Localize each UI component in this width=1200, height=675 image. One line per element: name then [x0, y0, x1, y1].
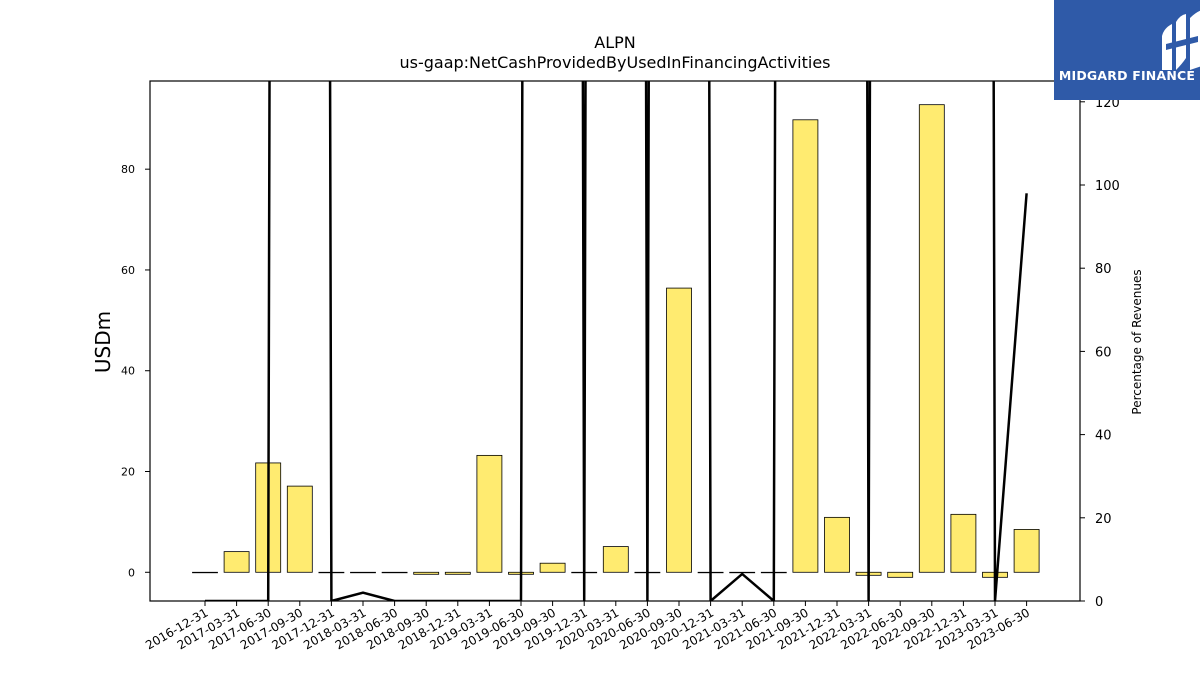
y2-tick-label: 20 — [1095, 512, 1112, 527]
bar-2016-12-31 — [192, 571, 218, 574]
y-axis-label: USDm — [91, 311, 115, 373]
bar-2017-03-31 — [223, 551, 250, 573]
y2-tick-label: 40 — [1095, 429, 1112, 444]
pct-revenues-series — [205, 81, 1028, 601]
chart-subtitle: us-gaap:NetCashProvidedByUsedInFinancing… — [399, 53, 830, 72]
bar-2022-12-31 — [950, 513, 977, 573]
logo-mark-icon — [1162, 10, 1200, 70]
y-tick-label: 60 — [121, 264, 135, 277]
y-tick-label: 0 — [128, 566, 135, 579]
bar-2018-06-30 — [381, 571, 408, 574]
bar-2020-09-30 — [666, 287, 692, 573]
logo-name: MIDGARD FINANCE — [1058, 68, 1196, 83]
chart-title: ALPN — [594, 33, 635, 52]
brand-logo: MIDGARD FINANCE — [1054, 0, 1200, 100]
pct-revenues-line — [205, 81, 1028, 601]
y-tick-label: 80 — [121, 163, 135, 176]
bar-2021-12-31 — [824, 516, 850, 573]
bar-2019-09-30 — [539, 562, 566, 573]
y-tick-label: 40 — [121, 365, 135, 378]
bar-series — [192, 104, 1040, 578]
bar-2022-09-30 — [918, 104, 945, 573]
y2-tick-label: 100 — [1095, 179, 1120, 194]
y2-tick-label: 60 — [1095, 345, 1112, 360]
y-tick-label: 20 — [121, 466, 135, 479]
bar-2017-09-30 — [286, 485, 313, 573]
bar-2022-06-30 — [887, 571, 914, 578]
bar-2018-12-31 — [444, 571, 471, 575]
bar-2019-03-31 — [476, 454, 503, 573]
y2-tick-label: 0 — [1095, 595, 1103, 610]
bar-2020-03-31 — [602, 546, 629, 573]
bar-2018-09-30 — [413, 571, 440, 575]
y2-axis-label: Percentage of Revenues — [1130, 269, 1144, 414]
y2-tick-label: 80 — [1095, 262, 1112, 277]
bar-2023-06-30 — [1013, 529, 1040, 573]
bar-2021-09-30 — [792, 119, 819, 573]
plot-frame — [149, 80, 1081, 602]
bar-2018-03-31 — [350, 571, 376, 574]
